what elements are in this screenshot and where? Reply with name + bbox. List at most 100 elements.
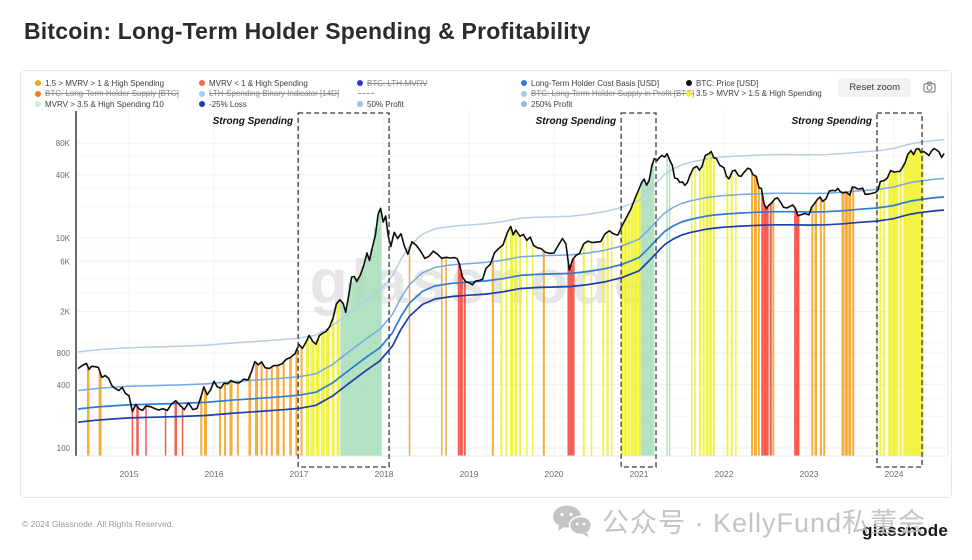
legend-dot [35,90,41,97]
stripe-o [300,347,303,456]
stripe-r [457,262,460,456]
stripe-o [229,380,233,456]
x-tick-label: 2021 [630,469,649,479]
legend-label: -25% Loss [209,99,247,109]
stripe-o [844,192,848,456]
legend-item[interactable]: 1.5 > MVRV > 1 & High Spending [35,78,179,89]
legend-dot [521,101,527,108]
stripe-o [751,172,754,457]
stripe-y [879,181,882,456]
x-tick-label: 2018 [375,469,394,479]
legend-item[interactable]: LTH-Spending Binary Indicator [14D] [199,89,339,100]
legend-dot [521,80,527,87]
stripe-y [315,339,320,456]
legend-item[interactable]: BTC: LTH-MVRV [357,78,428,89]
stripe-r [763,205,767,456]
stripe-y [532,243,534,456]
stripe-o [819,198,822,456]
strong-spending-box [620,112,657,468]
legend-column: MVRV < 1 & High Spending LTH-Spending Bin… [199,78,339,110]
legend-item[interactable]: MVRV < 1 & High Spending [199,78,339,89]
legend-item[interactable]: BTC: Long-Term Holder Supply [BTC] [35,89,179,100]
legend-item[interactable]: BTC: Long-Term Holder Supply in Profit [… [521,89,694,100]
legend-label: BTC: Long-Term Holder Supply in Profit [… [531,89,695,99]
stripe-y [514,230,517,456]
strong-spending-label: Strong Spending [536,116,617,127]
legend-dot [686,80,692,87]
x-tick-label: 2015 [120,469,139,479]
stripe-y [916,148,921,456]
legend-item[interactable]: 3.5 > MVRV > 1.5 & High Spending [686,89,822,100]
stripe-r [769,203,772,456]
x-tick-label: 2024 [885,469,904,479]
stripe-y [582,243,585,456]
stripe-o [811,206,814,456]
stripe-r [145,405,147,456]
legend-dot [35,80,41,87]
stripe-o [295,350,298,456]
stripe-r [567,263,570,456]
stripe-o [772,200,775,456]
stripe-o [445,257,447,456]
stripe-o [86,367,90,456]
stripe-y [310,341,315,456]
profit-50-line [77,177,945,392]
stripe-y [913,151,917,456]
stripe-g [647,180,652,456]
legend-dot [35,101,41,108]
x-tick-label: 2017 [290,469,309,479]
legend-item[interactable]: 250% Profit [521,99,694,110]
stripe-y [526,240,528,456]
stripe-y [637,188,641,457]
legend-label: BTC: LTH-MVRV [367,78,428,88]
legend-dot [199,90,205,97]
stripe-r [766,207,769,456]
stripe-r [181,407,184,456]
stripe-r [761,193,764,456]
y-tick-label: 80K [56,139,71,148]
stripe-y [519,236,521,456]
stripe-y [888,172,892,457]
legend-item[interactable]: MVRV > 3.5 & High Spending f10 [35,99,179,110]
wechat-overlay-text: 公众号 · KellyFund私董会 [602,508,927,538]
legend-label: BTC: Price [USD] [696,78,759,88]
stripe-y [882,180,885,457]
stripe-r [463,280,466,456]
stripe-o [224,383,227,456]
stripe-y [611,232,613,456]
legend-item[interactable]: Long-Term Holder Cost Basis [USD] [521,78,694,89]
stripe-o [408,249,411,456]
stripe-y [712,157,715,456]
legend-dot [199,101,205,108]
reset-zoom-button[interactable]: Reset zoom [838,78,911,97]
page-title: Bitcoin: Long-Term Holder Spending & Pro… [24,18,591,44]
camera-icon[interactable] [922,80,937,94]
stripe-o [542,250,545,456]
stripe-g [643,183,648,456]
chart-legend: 1.5 > MVRV > 1 & High Spending BTC: Long-… [21,71,951,109]
stripe-o [757,187,760,456]
stripe-o [265,367,268,456]
stripe-y [910,151,914,456]
stripe-r [572,258,575,456]
stripe-o [260,361,263,456]
stripe-o [270,366,273,456]
legend-item[interactable]: 50% Profit [357,99,428,110]
stripe-y [623,219,627,456]
stripe-o [814,201,818,456]
y-tick-label: 400 [57,381,71,390]
glassnode-logo: glassnode [862,521,948,540]
strong-spending-label: Strong Spending [791,116,872,127]
legend-item[interactable]: BTC: Price [USD] [686,78,822,89]
stripe-r [459,272,463,456]
stripe-y [630,205,634,456]
y-tick-label: 100 [57,444,71,453]
stripe-y [505,235,508,456]
legend-item[interactable]: -25% Loss [199,99,339,110]
stripe-r [164,409,167,456]
legend-item[interactable] [357,89,428,100]
legend-label: BTC: Long-Term Holder Supply [BTC] [45,89,179,99]
stripe-o [841,192,845,456]
